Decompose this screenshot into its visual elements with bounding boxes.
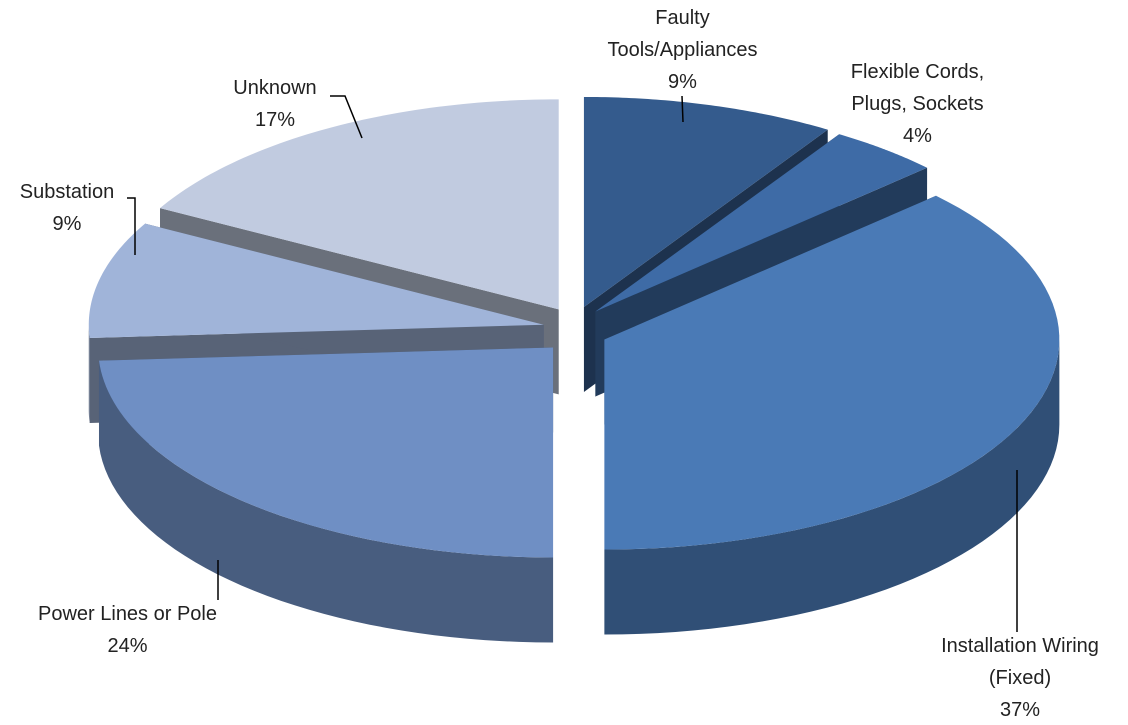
value-label: 24% (107, 635, 148, 657)
slice (595, 134, 928, 312)
slice (98, 347, 554, 558)
category-label: Power Lines or Pole (38, 603, 217, 625)
slice-label: Power Lines or Pole 24% (5, 598, 250, 662)
category-label: Substation (19, 181, 115, 203)
slice-side (88, 324, 90, 423)
slice-label: Flexible Cords, Plugs, Sockets 4% (830, 56, 1005, 152)
category-label: Flexible Cords, Plugs, Sockets (850, 61, 985, 115)
slice-side (98, 360, 554, 643)
slice (88, 223, 544, 338)
value-label: 9% (52, 213, 82, 235)
slice-label: Installation Wiring (Fixed) 37% (915, 630, 1125, 725)
leader-line (127, 197, 136, 255)
slice-label: Unknown 17% (210, 72, 340, 136)
value-label: 4% (903, 125, 932, 147)
slice-label: Faulty Tools/Appliances 9% (585, 2, 780, 98)
category-label: Unknown (233, 77, 317, 99)
slice-side (604, 339, 1060, 635)
leader-line (330, 95, 363, 139)
value-label: 37% (999, 699, 1041, 721)
value-label: 17% (254, 109, 296, 131)
slice (604, 195, 1060, 550)
slice (159, 99, 559, 310)
slice (583, 96, 828, 307)
slice-label: Substation 9% (2, 176, 132, 240)
category-label: Faulty Tools/Appliances (607, 7, 758, 61)
slice (604, 195, 1060, 635)
leader-line (681, 95, 684, 123)
category-label: Installation Wiring (Fixed) (941, 635, 1099, 689)
value-label: 9% (668, 71, 697, 93)
slice (98, 347, 554, 643)
